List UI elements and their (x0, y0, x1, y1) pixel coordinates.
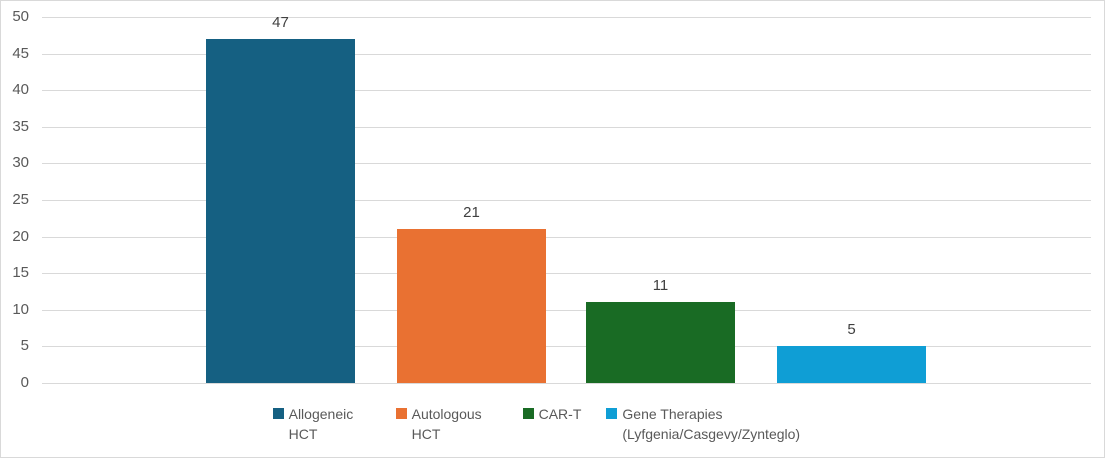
y-axis-tick-label: 35 (12, 118, 29, 135)
y-gridline (42, 127, 1091, 128)
y-gridline (42, 90, 1091, 91)
legend-item[interactable]: Allogeneic HCT (272, 404, 371, 444)
legend-swatch-icon (606, 408, 618, 419)
legend-item[interactable]: Gene Therapies (Lyfgenia/Casgevy/Zyntegl… (606, 404, 832, 444)
y-gridline (42, 17, 1091, 18)
legend-swatch-icon (522, 408, 534, 419)
y-gridline (42, 200, 1091, 201)
y-axis-tick-label: 45 (12, 45, 29, 62)
y-gridline (42, 273, 1091, 274)
y-axis-tick-label: 20 (12, 228, 29, 245)
bar-car-t[interactable] (586, 302, 735, 383)
legend-item[interactable]: Autologous HCT (395, 404, 498, 444)
y-gridline (42, 383, 1091, 384)
y-axis-tick-label: 40 (12, 81, 29, 98)
legend-label: CAR-T (538, 406, 582, 422)
bar-data-label: 21 (463, 204, 480, 221)
y-axis-tick-label: 15 (12, 264, 29, 281)
y-axis-tick-label: 5 (20, 337, 29, 354)
legend-swatch-icon (272, 408, 284, 419)
y-axis-tick-label: 0 (20, 374, 29, 391)
y-axis-tick-label: 25 (12, 191, 29, 208)
legend-label: Allogeneic HCT (288, 406, 354, 442)
bar-data-label: 5 (847, 321, 856, 338)
legend-item[interactable]: CAR-T (522, 404, 582, 424)
bar-autologous-hct[interactable] (397, 229, 546, 383)
bar-data-label: 11 (652, 277, 669, 294)
legend-swatch-icon (395, 408, 407, 419)
y-gridline (42, 346, 1091, 347)
y-gridline (42, 163, 1091, 164)
chart-legend: Allogeneic HCT Autologous HCT CAR-T Gene Th… (1, 404, 1104, 444)
y-axis-tick-label: 30 (12, 154, 29, 171)
y-axis-tick-label: 10 (12, 301, 29, 318)
bar-allogeneic-hct[interactable] (206, 39, 355, 383)
legend-label: Autologous HCT (411, 406, 482, 442)
y-gridline (42, 237, 1091, 238)
y-gridline (42, 310, 1091, 311)
bar-gene-therapies-lyfgenia-casgevy-zynteglo[interactable] (777, 346, 926, 383)
y-axis-tick-label: 50 (12, 8, 29, 25)
bar-data-label: 47 (272, 14, 289, 31)
legend-label: Gene Therapies (Lyfgenia/Casgevy/Zyntegl… (622, 406, 801, 442)
y-gridline (42, 54, 1091, 55)
